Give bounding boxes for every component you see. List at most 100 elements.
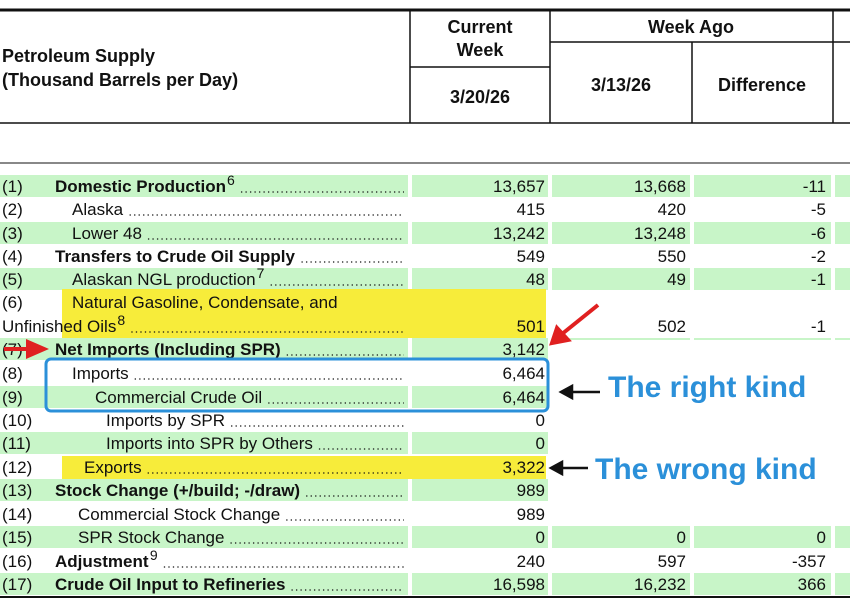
row-stripe xyxy=(0,386,408,408)
row-stripe xyxy=(694,175,831,197)
current-value: 6,464 xyxy=(502,388,545,407)
week-ago-value: 16,232 xyxy=(634,575,686,594)
superscript: 7 xyxy=(257,265,265,281)
table-rules xyxy=(0,8,850,598)
superscript: 8 xyxy=(117,312,125,328)
row-label: Commercial Crude Oil xyxy=(95,388,262,407)
difference-value: 366 xyxy=(798,575,826,594)
row-label: Imports xyxy=(72,364,129,383)
row-stripe xyxy=(835,268,850,290)
row-stripe xyxy=(835,222,850,244)
row-label: Crude Oil Input to Refineries xyxy=(55,575,285,594)
row-label: Commercial Stock Change xyxy=(78,505,280,524)
row-stripe xyxy=(0,268,408,290)
row-stripe xyxy=(412,338,548,360)
current-value: 6,464 xyxy=(502,364,545,383)
row-label: Imports into SPR by Others xyxy=(106,434,313,453)
week-ago-value: 550 xyxy=(658,247,686,266)
row-label: Alaskan NGL production xyxy=(72,270,256,289)
row-stripe xyxy=(835,526,850,548)
row-stripe xyxy=(552,222,690,244)
row-num: (4) xyxy=(2,247,23,266)
current-value: 13,657 xyxy=(493,177,545,196)
row-label: Alaska xyxy=(72,200,124,219)
title: Petroleum Supply xyxy=(2,46,155,66)
current-value: 0 xyxy=(536,434,545,453)
row-num: (11) xyxy=(2,434,31,453)
current-value: 3,142 xyxy=(502,340,545,359)
highlight xyxy=(62,289,546,338)
row-stripe xyxy=(412,432,548,454)
week-ago-value: 0 xyxy=(677,528,686,547)
week-ago-value: 502 xyxy=(658,317,686,336)
row-num: (6) xyxy=(2,293,23,312)
row-label: Domestic Production xyxy=(55,177,226,196)
week-ago-value: 13,668 xyxy=(634,177,686,196)
week-ago-value: 49 xyxy=(667,270,686,289)
current-value: 13,242 xyxy=(493,224,545,243)
arrows xyxy=(548,383,600,477)
row-label: Net Imports (Including SPR) xyxy=(55,340,281,359)
row-label: Adjustment xyxy=(55,552,149,571)
current-value: 0 xyxy=(536,528,545,547)
current-value: 989 xyxy=(517,481,545,500)
difference-value: -357 xyxy=(792,552,826,571)
highlight xyxy=(62,456,546,479)
col-date: 3/20/26 xyxy=(450,87,510,107)
row-stripe xyxy=(412,386,548,408)
row-num: (14) xyxy=(2,505,32,524)
row-stripe xyxy=(694,268,831,290)
row-stripe xyxy=(835,573,850,595)
current-value: 3,322 xyxy=(502,458,545,477)
row-stripe xyxy=(694,222,831,244)
row-label: Natural Gasoline, Condensate, and xyxy=(72,293,338,312)
row-label: Transfers to Crude Oil Supply xyxy=(55,247,295,266)
current-value: 549 xyxy=(517,247,545,266)
row-label: Stock Change (+/build; -/draw) xyxy=(55,481,300,500)
difference-value: 0 xyxy=(817,528,826,547)
row-num: (9) xyxy=(2,388,23,407)
red-arrows xyxy=(4,303,600,360)
current-value: 501 xyxy=(517,317,545,336)
row-num: (16) xyxy=(2,552,32,571)
row-label: SPR Stock Change xyxy=(78,528,224,547)
annotation: The right kind xyxy=(608,371,806,404)
row-num: (12) xyxy=(2,458,32,477)
current-value: 48 xyxy=(526,270,545,289)
superscript: 9 xyxy=(150,547,158,563)
title: (Thousand Barrels per Day) xyxy=(2,70,238,90)
callout-box xyxy=(44,357,550,413)
row-stripe xyxy=(0,222,408,244)
week-ago-value: 420 xyxy=(658,200,686,219)
row-stripe xyxy=(552,526,690,548)
row-stripe xyxy=(412,479,548,501)
row-num: (1) xyxy=(2,177,23,196)
col-date: 3/13/26 xyxy=(591,75,651,95)
row-stripe xyxy=(412,175,548,197)
row-stripe xyxy=(0,175,408,197)
current-value: 240 xyxy=(517,552,545,571)
row-stripe xyxy=(835,175,850,197)
row-stripe xyxy=(412,526,548,548)
col-head: Week xyxy=(457,40,505,60)
superscript: 6 xyxy=(227,172,235,188)
col-head: Week Ago xyxy=(648,17,734,37)
week-ago-value: 13,248 xyxy=(634,224,686,243)
overlay xyxy=(551,340,851,515)
row-stripe xyxy=(694,526,831,548)
difference-value: -2 xyxy=(811,247,826,266)
current-value: 415 xyxy=(517,200,545,219)
row-stripe xyxy=(694,573,831,595)
row-label: Exports xyxy=(84,458,142,477)
row-label: Unfinished Oils xyxy=(2,317,116,336)
row-num: (8) xyxy=(2,364,23,383)
current-value: 16,598 xyxy=(493,575,545,594)
col-head: Difference xyxy=(718,75,806,95)
row-label: Lower 48 xyxy=(72,224,142,243)
row-num: (10) xyxy=(2,411,32,430)
row-num: (3) xyxy=(2,224,23,243)
difference-value: -5 xyxy=(811,200,826,219)
row-stripe xyxy=(552,573,690,595)
row-stripe xyxy=(552,268,690,290)
